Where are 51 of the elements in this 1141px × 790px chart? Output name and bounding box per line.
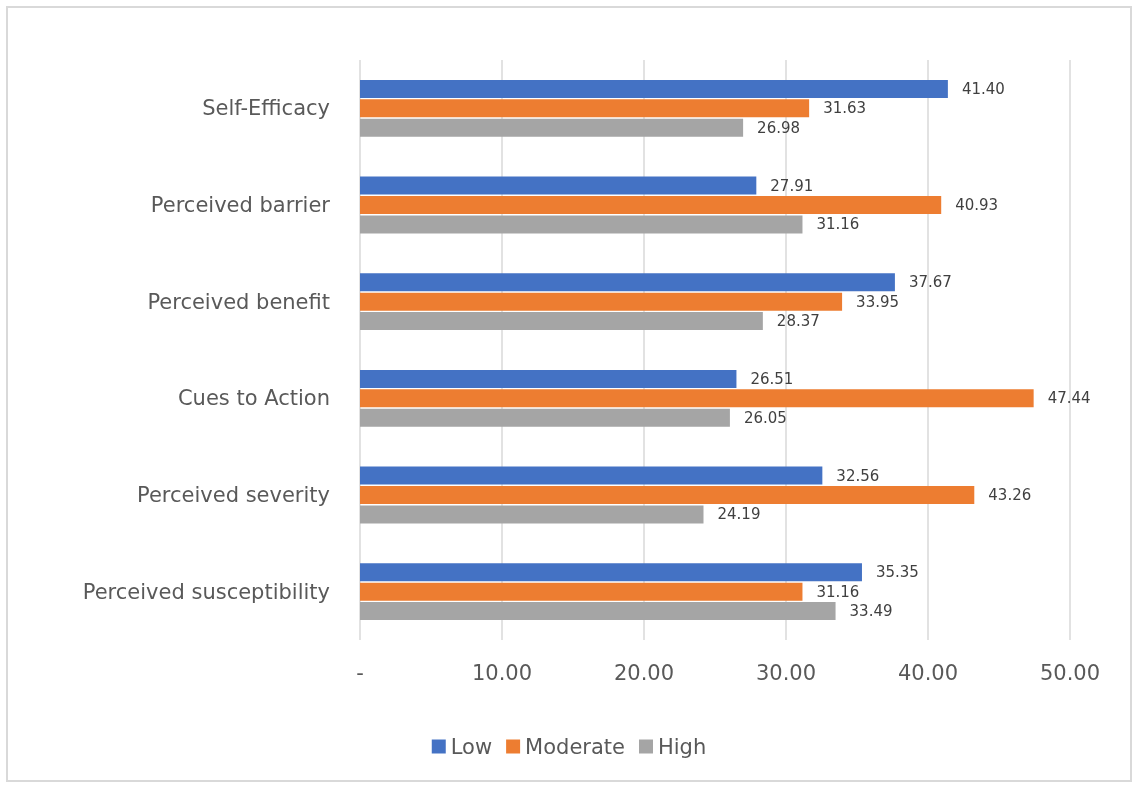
data-label: 41.40 [961, 79, 1005, 98]
bar [360, 389, 1034, 408]
legend-label: Low [450, 734, 493, 759]
data-label: 31.16 [816, 582, 860, 601]
legend-label: High [657, 734, 707, 759]
bar [360, 466, 823, 485]
x-tick-label: 50.00 [1039, 660, 1101, 685]
bar [360, 602, 836, 621]
data-label: 43.26 [988, 486, 1032, 504]
data-label: 27.91 [770, 176, 814, 195]
y-tick-label: Perceived barrier [150, 193, 331, 217]
data-label: 40.93 [955, 196, 999, 214]
bar [360, 486, 975, 504]
data-label: 47.44 [1047, 389, 1091, 408]
bar [360, 505, 704, 524]
data-label: 26.51 [750, 369, 794, 388]
data-label: 37.67 [908, 273, 952, 292]
bar [360, 369, 737, 388]
data-label: 32.56 [836, 466, 880, 485]
bar [360, 99, 810, 118]
x-tick-label: 30.00 [755, 660, 817, 685]
x-tick-label: 10.00 [471, 660, 533, 685]
x-tick-label: 20.00 [613, 660, 675, 685]
bar [360, 79, 948, 98]
data-label: 33.95 [856, 292, 900, 311]
bar [360, 118, 744, 137]
y-tick-label: Cues to Action [177, 386, 330, 411]
bar [360, 176, 757, 195]
bar [360, 215, 803, 234]
bar [360, 582, 803, 601]
bar [360, 196, 942, 214]
y-tick-label: Self-Efficacy [202, 96, 330, 121]
bar [360, 312, 763, 331]
bar [360, 273, 895, 292]
y-tick-label: Perceived benefit [147, 289, 330, 314]
bar [360, 563, 862, 582]
y-tick-label: Perceived susceptibility [82, 579, 330, 604]
data-label: 31.16 [816, 215, 860, 234]
data-label: 33.49 [849, 602, 893, 621]
data-label: 26.05 [743, 408, 787, 427]
data-label: 28.37 [776, 312, 820, 331]
data-label: 31.63 [823, 99, 867, 118]
bar [360, 408, 730, 427]
data-label: 24.19 [717, 505, 761, 524]
x-tick-label: 40.00 [897, 660, 959, 685]
bar [360, 292, 843, 311]
legend-label: Moderate [525, 734, 625, 759]
data-label: 35.35 [875, 563, 919, 582]
x-tick-label: - [356, 660, 364, 685]
data-label: 26.98 [757, 118, 801, 137]
y-tick-label: Perceived severity [137, 483, 330, 507]
